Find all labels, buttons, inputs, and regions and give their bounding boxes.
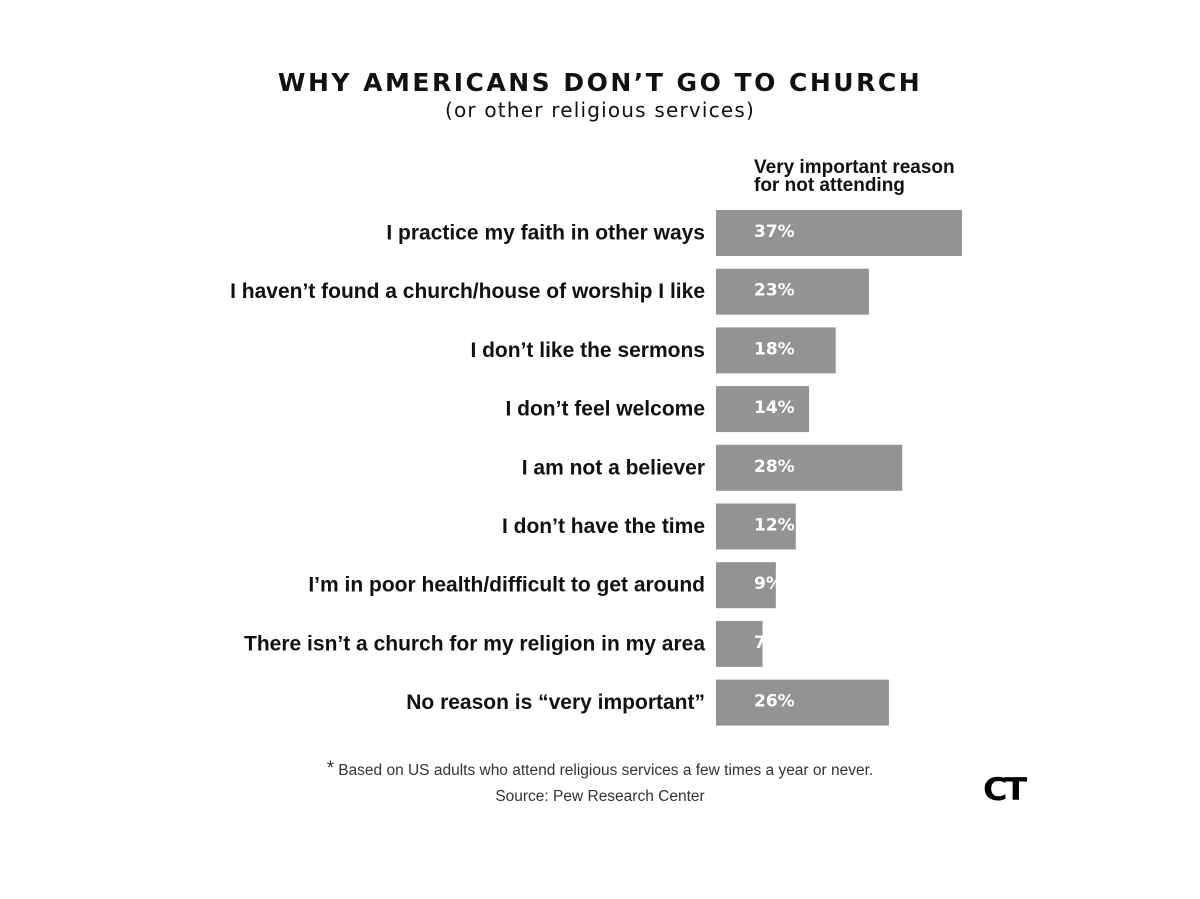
footnote: * Based on US adults who attend religious… — [0, 758, 1200, 780]
ct-logo: CT — [983, 772, 1027, 808]
category-label: I practice my faith in other ways — [386, 222, 705, 245]
bar-row: I don’t have the time 12% — [502, 503, 796, 550]
column-header-line-2: for not attending — [754, 175, 905, 196]
bar-row: There isn’t a church for my religion in … — [244, 620, 783, 667]
bar — [716, 444, 903, 491]
bar-row: I practice my faith in other ways 37% — [386, 210, 963, 256]
bar-row: No reason is “very important” 26% — [406, 679, 889, 726]
bar-row: I don’t like the sermons 18% — [470, 327, 836, 374]
value-label: 18% — [754, 339, 795, 359]
bar-row: I’m in poor health/difficult to get arou… — [308, 562, 783, 609]
chart-subtitle: (or other religious services) — [444, 98, 756, 122]
bar — [716, 679, 889, 726]
value-label: 14% — [754, 398, 795, 418]
column-header-line-1: Very important reason — [754, 157, 955, 178]
bar — [716, 386, 810, 433]
category-label: I’m in poor health/difficult to get arou… — [308, 574, 705, 597]
bar — [716, 620, 763, 667]
bar — [716, 562, 776, 609]
category-label: I don’t feel welcome — [505, 398, 705, 421]
value-label: 28% — [754, 457, 795, 477]
category-label: I am not a believer — [522, 456, 705, 479]
bar — [716, 268, 869, 315]
bar — [716, 210, 963, 256]
value-label: 9% — [754, 574, 783, 594]
column-header: Very important reason for not attending — [754, 157, 1014, 196]
category-label: I don’t have the time — [502, 515, 705, 538]
value-label: 12% — [754, 516, 795, 536]
value-label: 23% — [754, 281, 795, 301]
category-label: No reason is “very important” — [406, 691, 705, 714]
value-label: 26% — [754, 692, 795, 712]
category-label: I haven’t found a church/house of worshi… — [230, 280, 705, 303]
bar — [716, 503, 796, 550]
value-label: 37% — [754, 222, 795, 242]
footnote-text: Based on US adults who attend religious … — [338, 762, 874, 779]
bar-row: I don’t feel welcome 14% — [505, 386, 810, 433]
value-label: 7% — [754, 633, 783, 653]
category-label: There isn’t a church for my religion in … — [244, 632, 705, 655]
footnote-marker: * — [326, 758, 335, 779]
source-note: Source: Pew Research Center — [495, 788, 705, 805]
bar — [716, 327, 836, 374]
category-label: I don’t like the sermons — [470, 339, 705, 362]
bar-row: I am not a believer 28% — [522, 444, 903, 491]
chart-title: WHY AMERICANS DON’T GO TO CHURCH — [277, 68, 923, 97]
bar-row: I haven’t found a church/house of worshi… — [230, 268, 869, 315]
